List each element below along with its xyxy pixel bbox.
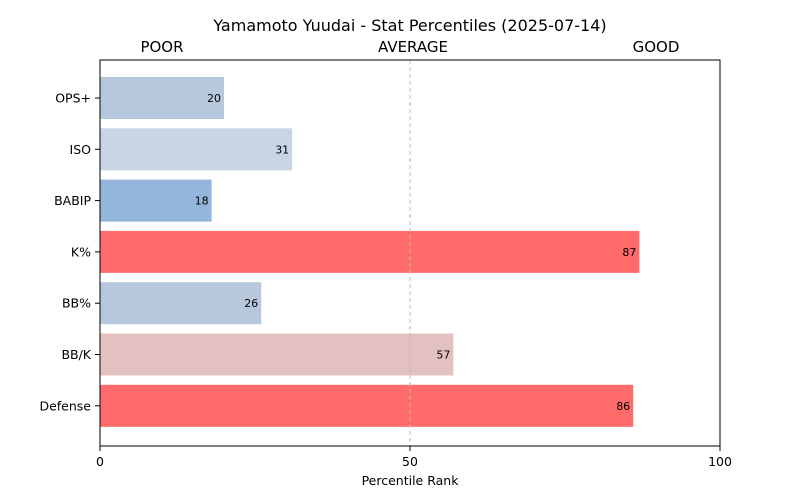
x-axis: 0 50 100 bbox=[96, 446, 732, 469]
y-tick-label-bb: BB% bbox=[62, 296, 91, 311]
value-label-iso: 31 bbox=[275, 143, 289, 156]
value-label-k: 87 bbox=[622, 246, 636, 259]
value-label-bb: 26 bbox=[244, 297, 258, 310]
y-tick-label-iso: ISO bbox=[70, 142, 92, 157]
x-tick-label-0: 0 bbox=[96, 454, 104, 469]
y-axis: OPS+ ISO BABIP K% BB% BB/K Defense bbox=[39, 91, 100, 413]
chart-title: Yamamoto Yuudai - Stat Percentiles (2025… bbox=[212, 16, 606, 35]
y-tick-label-babip: BABIP bbox=[54, 193, 91, 208]
value-label-babip: 18 bbox=[195, 195, 209, 208]
bar-babip bbox=[100, 179, 212, 222]
x-tick-label-100: 100 bbox=[708, 454, 732, 469]
y-tick-label-defense: Defense bbox=[39, 398, 91, 413]
y-tick-label-bb-k: BB/K bbox=[61, 347, 91, 362]
bars-group bbox=[100, 77, 640, 427]
band-label-good: GOOD bbox=[633, 38, 680, 56]
value-label-defense: 86 bbox=[616, 400, 630, 413]
value-label-bb-k: 57 bbox=[436, 349, 450, 362]
y-tick-label-k: K% bbox=[71, 244, 91, 259]
value-label-ops: 20 bbox=[207, 92, 221, 105]
band-label-poor: POOR bbox=[140, 38, 183, 56]
bar-iso bbox=[100, 128, 293, 171]
y-tick-label-ops: OPS+ bbox=[55, 91, 91, 106]
bar-bb-k bbox=[100, 333, 454, 376]
x-axis-label: Percentile Rank bbox=[362, 473, 460, 488]
band-label-average: AVERAGE bbox=[378, 38, 448, 56]
value-labels-group: 20 31 18 87 26 57 86 bbox=[195, 92, 637, 413]
x-tick-label-50: 50 bbox=[402, 454, 418, 469]
bar-defense bbox=[100, 384, 634, 427]
bar-k bbox=[100, 230, 640, 273]
bar-ops bbox=[100, 77, 224, 119]
bar-bb bbox=[100, 282, 262, 325]
